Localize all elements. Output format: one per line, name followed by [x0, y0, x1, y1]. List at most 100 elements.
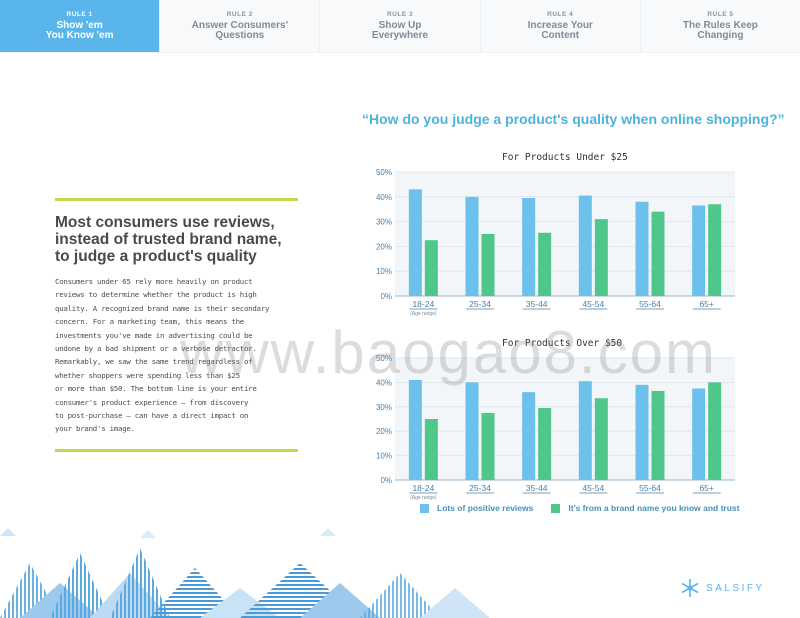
- tab-rule-5[interactable]: RULE 5 The Rules Keep Changing: [641, 0, 800, 52]
- tab-rule-2[interactable]: RULE 2 Answer Consumers' Questions: [160, 0, 321, 52]
- chart1-plot-area: [395, 172, 735, 296]
- body-line: your brand's image.: [55, 424, 135, 434]
- chart2-x-tick-label: 25-34: [469, 483, 491, 493]
- chart2-bar-brand: [481, 412, 495, 480]
- chart2-bar-reviews: [465, 382, 479, 480]
- legend-label-brand: It's from a brand name you know and trus…: [568, 503, 740, 513]
- chart1-x-tick-label: 45-54: [582, 299, 604, 309]
- chart2-bar-reviews: [522, 392, 536, 480]
- body-line: concern. For a marketing team, this mean…: [55, 317, 244, 327]
- body-line: undone by a bad shipment or a verbose de…: [55, 344, 257, 354]
- legend-label-reviews: Lots of positive reviews: [437, 503, 534, 513]
- body-line: whether shoppers were spending less than…: [55, 370, 240, 380]
- chart2-bar-brand: [424, 419, 438, 480]
- chart1-bar-reviews: [408, 189, 422, 296]
- body-line: Consumers under 65 rely more heavily on …: [55, 277, 253, 286]
- body-line: to post-purchase – can have a direct imp…: [55, 411, 249, 421]
- chart2-title: For Products Over $50: [502, 338, 623, 349]
- chart2-bar-brand: [594, 398, 608, 480]
- tab-title-line2: Changing: [697, 30, 744, 41]
- logo-text: SALSIFY: [706, 582, 765, 594]
- chart2-bar-reviews: [408, 379, 422, 480]
- chart-legend: Lots of positive reviews It's from a bra…: [420, 503, 739, 513]
- tab-title-line1: Increase Your: [527, 20, 593, 31]
- chart2-bar-reviews: [692, 388, 706, 480]
- chart2-x-tick-label: 18-24: [412, 483, 434, 493]
- chart1-bar-reviews: [465, 196, 479, 296]
- chart1-bar-brand: [538, 232, 552, 296]
- tab-rule-number: RULE 2: [226, 11, 253, 18]
- chart2-x-tick-label: 45-54: [582, 483, 604, 493]
- chart2-bar-brand: [538, 408, 552, 480]
- chart2-y-tick-label: 40%: [376, 378, 392, 387]
- body-line: or more than $50. The bottom line is you…: [55, 384, 257, 394]
- legend-swatch-brand: [551, 503, 561, 513]
- tab-title-line1: Show Up: [378, 20, 422, 31]
- chart1-bar-brand: [481, 234, 495, 296]
- chart1-x-tick-label: 35-44: [526, 299, 548, 309]
- tab-title-line1: Answer Consumers': [191, 20, 288, 31]
- body-line: quality. A recognized brand name is thei…: [55, 303, 270, 313]
- tab-title-line1: Show 'em: [56, 20, 103, 31]
- body-line: Remarkably, we saw the same trend regard…: [55, 357, 253, 367]
- rules-nav: RULE 1 Show 'em You Know 'em RULE 2 Answ…: [0, 0, 800, 53]
- chart1-y-tick-label: 50%: [376, 168, 392, 177]
- watermark: www.baogao8.com: [180, 319, 717, 386]
- legend-swatch-reviews: [420, 503, 429, 513]
- survey-question: “How do you judge a product's quality wh…: [362, 111, 785, 127]
- body-line: investments you've made in advertising c…: [55, 330, 253, 340]
- chart2-y-tick-label: 10%: [376, 452, 392, 461]
- body-line: reviews to determine whether the product…: [55, 290, 257, 300]
- chart1-y-tick-label: 0%: [380, 292, 392, 301]
- chart1-bar-reviews: [692, 205, 706, 296]
- tab-rule-number: RULE 1: [66, 11, 93, 18]
- tab-rule-4[interactable]: RULE 4 Increase Your Content: [481, 0, 641, 52]
- chart2-bar-brand: [651, 390, 665, 480]
- chart2-y-tick-label: 20%: [376, 427, 392, 436]
- body-paragraph: Consumers under 65 rely more heavily on …: [55, 275, 300, 436]
- chart1-bar-reviews: [522, 198, 536, 296]
- chart2-y-tick-label: 0%: [380, 476, 392, 485]
- chart1-bar-reviews: [578, 195, 592, 296]
- tab-title-line2: You Know 'em: [45, 30, 114, 41]
- article-text: Most consumers use reviews, instead of t…: [55, 214, 300, 436]
- tab-rule-3[interactable]: RULE 3 Show Up Everywhere: [320, 0, 481, 52]
- chart1-bar-brand: [594, 219, 608, 296]
- chart2-bar-reviews: [635, 384, 649, 480]
- chart1-y-tick-label: 10%: [376, 267, 392, 276]
- chart2-x-axis-note: (Age range): [410, 495, 437, 501]
- body-line: consumer's product experience — from dis…: [55, 397, 249, 407]
- headline-line1: Most consumers use reviews,: [55, 214, 275, 231]
- divider-top: [55, 198, 298, 201]
- tab-title-line2: Content: [541, 30, 580, 41]
- chart1-x-tick-label: 55-64: [639, 299, 661, 309]
- tab-rule-1[interactable]: RULE 1 Show 'em You Know 'em: [0, 0, 161, 52]
- chart2-y-tick-label: 30%: [376, 403, 392, 412]
- chart1-x-tick-label: 25-34: [469, 299, 491, 309]
- chart2-x-tick-label: 65+: [699, 483, 713, 493]
- decorative-mountains: [0, 528, 490, 618]
- tab-rule-number: RULE 5: [707, 11, 734, 18]
- chart1-y-tick-label: 40%: [376, 193, 392, 202]
- chart1-bar-reviews: [635, 201, 649, 296]
- chart2-x-tick-label: 35-44: [526, 483, 548, 493]
- chart1-bar-brand: [424, 240, 438, 296]
- chart2-bar-reviews: [578, 381, 592, 480]
- chart2-x-tick-label: 55-64: [639, 483, 661, 493]
- tab-title-line2: Questions: [215, 30, 265, 41]
- chart2-y-tick-label: 50%: [376, 354, 392, 363]
- chart1-x-axis-note: (Age range): [410, 311, 437, 317]
- tab-title-line1: The Rules Keep: [682, 20, 758, 31]
- snowflake-icon: [681, 579, 699, 597]
- chart1-bar-brand: [708, 204, 722, 296]
- chart1-x-tick-label: 18-24: [412, 299, 434, 309]
- chart2-bar-brand: [708, 382, 722, 480]
- divider-bottom: [55, 449, 298, 452]
- headline-line3: to judge a product's quality: [55, 248, 257, 265]
- chart1-y-tick-label: 30%: [376, 218, 392, 227]
- salsify-logo[interactable]: SALSIFY: [680, 578, 765, 598]
- chart1-y-tick-label: 20%: [376, 242, 392, 251]
- tab-title-line2: Everywhere: [371, 30, 429, 41]
- tab-rule-number: RULE 4: [547, 11, 574, 18]
